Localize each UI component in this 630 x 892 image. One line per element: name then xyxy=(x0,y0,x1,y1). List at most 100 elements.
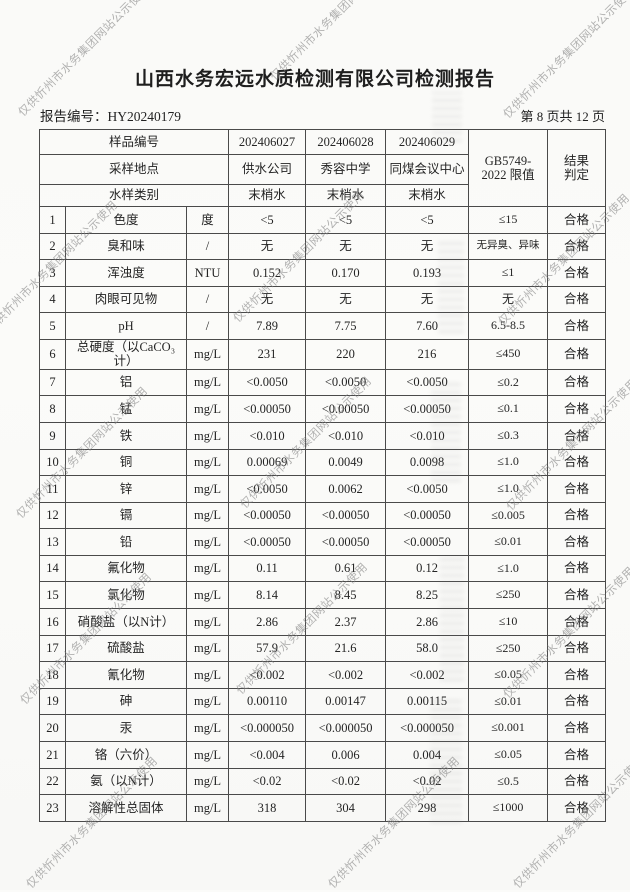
cell-row-number: 16 xyxy=(39,608,66,636)
cell-sample1-value: 57.9 xyxy=(228,634,307,663)
cell-result: 合格 xyxy=(547,714,607,743)
cell-result: 合格 xyxy=(547,448,607,477)
cell-limit: ≤0.001 xyxy=(468,714,549,743)
cell-row-number: 8 xyxy=(39,395,66,423)
cell-row-number: 21 xyxy=(39,741,66,769)
sample2-site: 秀容中学 xyxy=(305,154,387,185)
cell-limit: ≤0.005 xyxy=(468,501,549,530)
cell-result: 合格 xyxy=(547,206,607,234)
table-row: 9 铁 mg/L <0.010 <0.010 <0.010 ≤0.3 合格 xyxy=(39,421,607,450)
sample1-type: 末梢水 xyxy=(228,184,307,207)
cell-row-number: 17 xyxy=(39,634,66,663)
cell-parameter-name: 肉眼可见物 xyxy=(65,285,187,314)
cell-sample2-value: 220 xyxy=(305,338,387,370)
cell-result: 合格 xyxy=(547,501,607,530)
cell-sample2-value: 0.0049 xyxy=(305,448,387,477)
cell-limit: ≤0.5 xyxy=(468,767,549,796)
cell-sample1-value: 8.14 xyxy=(228,581,307,610)
cell-sample2-value: 0.006 xyxy=(305,741,387,769)
cell-row-number: 6 xyxy=(39,338,66,370)
table-row: 8 锰 mg/L <0.00050 <0.00050 <0.00050 ≤0.1… xyxy=(39,395,607,423)
cell-result: 合格 xyxy=(547,634,607,663)
cell-unit: / xyxy=(185,312,230,340)
cell-sample2-value: <0.00050 xyxy=(305,528,387,556)
table-row: 10 铜 mg/L 0.00069 0.0049 0.0098 ≤1.0 合格 xyxy=(39,448,607,477)
cell-sample2-value: <0.002 xyxy=(305,661,387,689)
cell-unit: mg/L xyxy=(185,661,230,689)
cell-row-number: 2 xyxy=(39,232,66,261)
cell-sample2-value: <0.0050 xyxy=(305,368,387,397)
cell-row-number: 9 xyxy=(39,421,66,450)
sampling-site-row: 采样地点 供水公司 秀容中学 同煤会议中心 xyxy=(38,154,606,185)
cell-parameter-name: 铁 xyxy=(65,421,187,450)
cell-sample3-value: <0.02 xyxy=(385,767,470,796)
table-row: 3 浑浊度 NTU 0.152 0.170 0.193 ≤1 合格 xyxy=(39,259,607,287)
limit-header-line1: GB5749- xyxy=(484,153,532,168)
cell-sample3-value: 2.86 xyxy=(385,608,470,636)
cell-sample3-value: <0.00050 xyxy=(385,501,470,530)
cell-sample2-value: <0.00050 xyxy=(305,395,387,423)
cell-sample3-value: 7.60 xyxy=(385,312,470,340)
cell-sample2-value: 304 xyxy=(305,794,387,822)
header-water-type-label: 水样类别 xyxy=(38,184,230,207)
cell-result: 合格 xyxy=(547,421,607,450)
cell-sample2-value: <5 xyxy=(305,206,387,234)
table-row: 17 硫酸盐 mg/L 57.9 21.6 58.0 ≤250 合格 xyxy=(39,634,607,663)
cell-sample1-value: 无 xyxy=(228,285,307,314)
cell-row-number: 11 xyxy=(39,475,66,503)
report-number: 报告编号：HY20240179 xyxy=(40,105,181,125)
cell-parameter-name: pH xyxy=(65,312,187,340)
cell-sample1-value: 318 xyxy=(228,794,307,822)
cell-limit: ≤250 xyxy=(468,581,549,610)
result-column-header: 结果 判定 xyxy=(547,129,607,207)
cell-limit: ≤0.2 xyxy=(468,368,549,397)
cell-sample2-value: <0.000050 xyxy=(305,714,387,743)
cell-limit: ≤0.01 xyxy=(468,528,549,556)
cell-unit: / xyxy=(185,285,230,314)
cell-unit: mg/L xyxy=(185,475,230,503)
cell-limit: ≤1.0 xyxy=(468,475,549,503)
cell-sample2-value: 0.170 xyxy=(305,259,387,287)
cell-unit: mg/L xyxy=(185,581,230,610)
cell-sample2-value: 无 xyxy=(305,232,387,261)
sample1-id: 202406027 xyxy=(228,129,307,155)
cell-sample2-value: 无 xyxy=(305,285,387,314)
cell-result: 合格 xyxy=(547,395,607,423)
result-header-line2: 判定 xyxy=(564,168,590,182)
cell-row-number: 5 xyxy=(39,312,66,340)
cell-sample2-value: 21.6 xyxy=(305,634,387,663)
cell-unit: 度 xyxy=(185,206,230,234)
cell-parameter-name: 氰化物 xyxy=(65,661,187,689)
sample1-site: 供水公司 xyxy=(228,154,307,185)
water-type-row: 水样类别 末梢水 末梢水 末梢水 xyxy=(38,184,606,207)
cell-result: 合格 xyxy=(547,608,607,636)
report-meta-line: 报告编号：HY20240179 第 8 页共 12 页 xyxy=(40,101,605,125)
cell-row-number: 22 xyxy=(39,767,66,796)
table-row: 16 硝酸盐（以N计） mg/L 2.86 2.37 2.86 ≤10 合格 xyxy=(39,608,607,636)
cell-row-number: 4 xyxy=(39,285,66,314)
cell-limit: ≤1 xyxy=(468,259,549,287)
cell-parameter-name: 汞 xyxy=(65,714,187,743)
cell-sample1-value: 0.00110 xyxy=(228,687,307,716)
cell-row-number: 3 xyxy=(39,259,66,287)
cell-limit: ≤0.01 xyxy=(468,687,549,716)
cell-sample1-value: <0.00050 xyxy=(228,501,307,530)
cell-sample1-value: 0.152 xyxy=(228,259,307,287)
report-number-label: 报告编号： xyxy=(40,109,108,124)
cell-unit: mg/L xyxy=(185,528,230,556)
cell-sample1-value: 无 xyxy=(228,232,307,261)
cell-row-number: 7 xyxy=(39,368,66,397)
cell-sample2-value: 0.0062 xyxy=(305,475,387,503)
cell-result: 合格 xyxy=(547,554,607,583)
cell-row-number: 10 xyxy=(39,448,66,477)
cell-sample1-value: <0.02 xyxy=(228,767,307,796)
cell-parameter-name: 浑浊度 xyxy=(65,259,187,287)
cell-unit: / xyxy=(185,232,230,261)
cell-unit: mg/L xyxy=(185,794,230,822)
limit-header-line2: 2022 限值 xyxy=(481,168,535,182)
cell-result: 合格 xyxy=(547,741,607,769)
cell-result: 合格 xyxy=(547,338,607,370)
cell-limit: ≤0.05 xyxy=(468,661,549,689)
cell-parameter-name: 铬（六价） xyxy=(65,741,187,769)
cell-sample3-value: <0.002 xyxy=(385,661,470,689)
